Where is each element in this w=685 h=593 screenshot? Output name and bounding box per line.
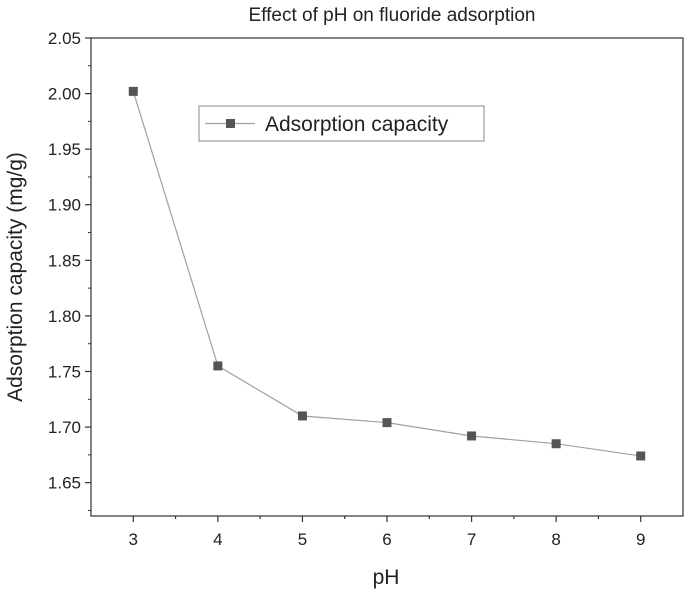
series-layer <box>128 86 646 461</box>
y-axis: 1.65 1.70 1.75 1.80 1.85 1.90 1.95 2.00 2.05 <box>48 29 91 511</box>
y-tick-label: 1.75 <box>48 362 81 381</box>
x-axis-label: pH <box>373 566 400 589</box>
y-tick-label: 1.85 <box>48 251 81 270</box>
data-point-marker <box>551 439 561 449</box>
x-tick-label: 9 <box>636 530 645 549</box>
y-tick-label: 1.70 <box>48 418 81 437</box>
y-axis-label: Adsorption capacity (mg/g) <box>4 152 27 402</box>
x-tick-label: 5 <box>298 530 307 549</box>
y-tick-label: 2.05 <box>48 29 81 48</box>
chart-title: Effect of pH on fluoride adsorption <box>249 5 536 26</box>
y-tick-label: 1.80 <box>48 307 81 326</box>
legend-label: Adsorption capacity <box>265 113 449 136</box>
data-point-marker <box>636 451 646 461</box>
data-point-marker <box>297 411 307 421</box>
legend: Adsorption capacity <box>198 105 485 142</box>
x-axis: 3 4 5 6 7 8 9 <box>129 516 645 549</box>
data-point-marker <box>467 431 477 441</box>
y-tick-label: 1.90 <box>48 196 81 215</box>
data-point-marker <box>128 86 138 96</box>
data-point-marker <box>213 361 223 371</box>
x-tick-label: 7 <box>467 530 476 549</box>
x-tick-label: 3 <box>129 530 138 549</box>
data-point-marker <box>382 418 392 428</box>
x-tick-label: 4 <box>213 530 222 549</box>
legend-marker-sample <box>226 119 235 128</box>
y-tick-label: 1.65 <box>48 474 81 493</box>
x-tick-label: 8 <box>551 530 560 549</box>
x-tick-label: 6 <box>382 530 391 549</box>
series-line <box>132 91 641 457</box>
y-tick-label: 2.00 <box>48 85 81 104</box>
y-tick-label: 1.95 <box>48 140 81 159</box>
